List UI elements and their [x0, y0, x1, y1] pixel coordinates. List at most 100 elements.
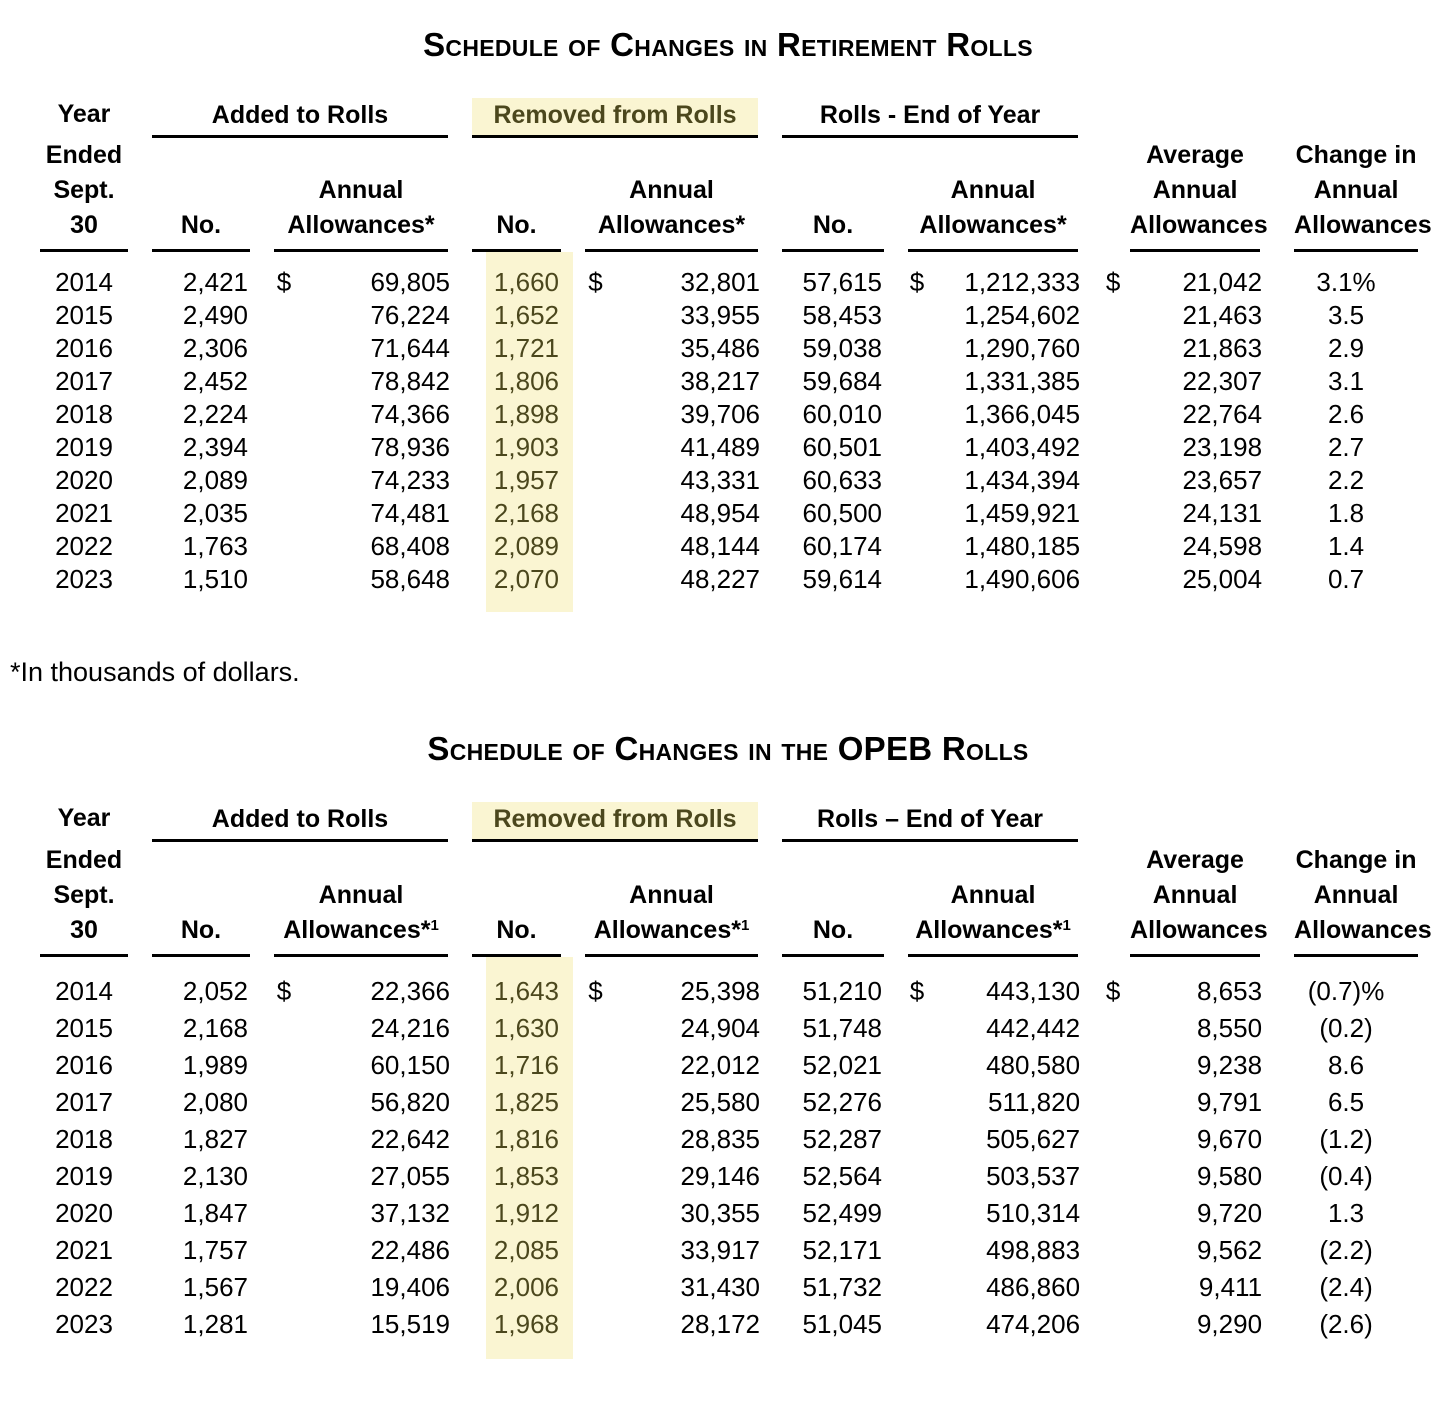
table-row: 2022 1,763 68,408 2,089 48,144 60,174 1,480,18…: [28, 530, 1420, 563]
change-in-annual-allowances-header: Change in Annual Allowances: [1272, 842, 1432, 957]
dollar-sign: [1090, 1269, 1136, 1306]
dollar-sign: [573, 332, 618, 365]
removed-amount-cell: 30,355: [680, 1198, 761, 1228]
table-row: 2016 2,306 71,644 1,721 35,486 59,038 1,290,76…: [28, 332, 1420, 365]
year-cell: 2016: [55, 1050, 113, 1080]
removed-amount-cell: 31,430: [680, 1272, 761, 1302]
change-cell: 3.1%: [1316, 267, 1376, 297]
rolls-no-cell: 51,748: [802, 1013, 883, 1043]
dollar-sign: [896, 299, 938, 332]
average-annual-allowances-header: Average Annual Allowances: [1090, 842, 1272, 957]
added-amount-cell: 74,233: [370, 465, 450, 495]
removed-no-cell: 1,912: [460, 1195, 573, 1232]
removed-amount-cell: 28,172: [680, 1309, 761, 1339]
footnote-marker: 1: [740, 917, 750, 934]
added-no-cell: 2,130: [182, 1161, 248, 1191]
average-allowance-cell: 9,411: [1198, 1272, 1263, 1302]
removed-amount-cell: 39,706: [680, 399, 761, 429]
year-header: Year: [57, 804, 111, 832]
change-cell: 2.7: [1327, 432, 1365, 462]
table-row: 2020 2,089 74,233 1,957 43,331 60,633 1,434,39…: [28, 464, 1420, 497]
dollar-sign: [1090, 563, 1136, 612]
dollar-sign: [262, 1306, 306, 1359]
rolls-no-cell: 51,210: [802, 976, 883, 1006]
dollar-sign: [262, 464, 306, 497]
year-cell: 2017: [55, 366, 113, 396]
year-ended-header: Ended Sept. 30: [28, 138, 140, 252]
dollar-sign: [896, 1047, 938, 1084]
rolls-no-cell: 59,614: [802, 564, 883, 594]
dollar-sign: [262, 431, 306, 464]
rolls-end-of-year-group-header: Rolls – End of Year: [770, 794, 1090, 842]
average-allowance-cell: 21,042: [1182, 267, 1263, 297]
dollar-sign: $: [1105, 976, 1121, 1006]
added-no-cell: 1,847: [182, 1198, 248, 1228]
year-cell: 2020: [55, 465, 113, 495]
rolls-no-cell: 59,038: [802, 333, 883, 363]
dollar-sign: [896, 1010, 938, 1047]
retirement-rolls-body: 2014 2,421 $69,805 1,660 $32,801 57,615 $1,212…: [28, 252, 1420, 612]
added-no-cell: 1,757: [182, 1235, 248, 1265]
average-allowance-cell: 9,580: [1196, 1161, 1263, 1191]
spacer-cell: [1272, 90, 1420, 138]
dollar-sign: [262, 1195, 306, 1232]
change-cell: (0.2): [1319, 1013, 1373, 1043]
change-in-annual-allowances-header: Change in Annual Allowances: [1272, 138, 1432, 252]
removed-from-rolls-group-header: Removed from Rolls: [460, 90, 770, 138]
dollar-sign: [896, 365, 938, 398]
added-no-cell: 1,989: [182, 1050, 248, 1080]
dollar-sign: [573, 365, 618, 398]
table-row: 2019 2,394 78,936 1,903 41,489 60,501 1,403,49…: [28, 431, 1420, 464]
added-no-cell: 2,452: [182, 366, 248, 396]
dollar-sign: [573, 1158, 618, 1195]
removed-amount-cell: 29,146: [680, 1161, 761, 1191]
dollar-sign: [573, 1121, 618, 1158]
removed-no-cell: 1,903: [460, 431, 573, 464]
removed-no-cell: 1,630: [460, 1010, 573, 1047]
dollar-sign: [896, 1084, 938, 1121]
added-amount-cell: 68,408: [370, 531, 450, 561]
rolls-amount-cell: 1,434,394: [964, 465, 1081, 495]
dollar-sign: [573, 1306, 618, 1359]
rolls-no-cell: 60,500: [802, 498, 883, 528]
removed-no-cell: 1,853: [460, 1158, 573, 1195]
removed-amount-cell: 25,580: [680, 1087, 761, 1117]
dollar-sign: [896, 497, 938, 530]
dollar-sign: [573, 497, 618, 530]
added-no-cell: 1,281: [182, 1309, 248, 1339]
added-no-cell: 2,490: [182, 300, 248, 330]
footnote-marker: 1: [430, 917, 439, 934]
dollar-sign: [896, 530, 938, 563]
dollar-sign: [896, 1158, 938, 1195]
added-no-header: No.: [140, 842, 262, 957]
rolls-amount-cell: 1,403,492: [964, 432, 1081, 462]
rolls-no-cell: 60,174: [802, 531, 883, 561]
removed-no-cell: 1,660: [460, 252, 573, 299]
table-row: 2014 2,052 $22,366 1,643 $25,398 51,210 $443,1…: [28, 957, 1420, 1010]
year-cell: 2021: [55, 1235, 113, 1265]
year-cell: 2020: [55, 1198, 113, 1228]
table-row: 2015 2,168 24,216 1,630 24,904 51,748 442,442 8…: [28, 1010, 1420, 1047]
average-allowance-cell: 24,131: [1182, 498, 1263, 528]
change-cell: 1.4: [1327, 531, 1365, 561]
dollar-sign: [573, 563, 618, 612]
change-cell: 3.1: [1327, 366, 1365, 396]
added-no-cell: 2,168: [182, 1013, 248, 1043]
added-amount-cell: 78,936: [370, 432, 450, 462]
change-cell: (0.7)%: [1307, 976, 1385, 1006]
opeb-rolls-title: Schedule of Changes in the OPEB Rolls: [427, 730, 1029, 767]
added-no-header: No.: [140, 138, 262, 252]
year-cell: 2022: [55, 1272, 113, 1302]
removed-no-cell: 1,721: [460, 332, 573, 365]
removed-amount-cell: 48,954: [680, 498, 761, 528]
added-amount-cell: 74,366: [370, 399, 450, 429]
dollar-sign: [896, 464, 938, 497]
dollar-sign: [1090, 299, 1136, 332]
table-row: 2017 2,080 56,820 1,825 25,580 52,276 511,820 9…: [28, 1084, 1420, 1121]
change-cell: 1.3: [1327, 1198, 1365, 1228]
retirement-rolls-table: Year Added to Rolls Removed from Rolls R…: [28, 90, 1432, 612]
year-ended-header: Ended Sept. 30: [28, 842, 140, 957]
table-row: 2019 2,130 27,055 1,853 29,146 52,564 503,537 9…: [28, 1158, 1420, 1195]
dollar-sign: [1090, 1010, 1136, 1047]
removed-from-rolls-group-header: Removed from Rolls: [460, 794, 770, 842]
